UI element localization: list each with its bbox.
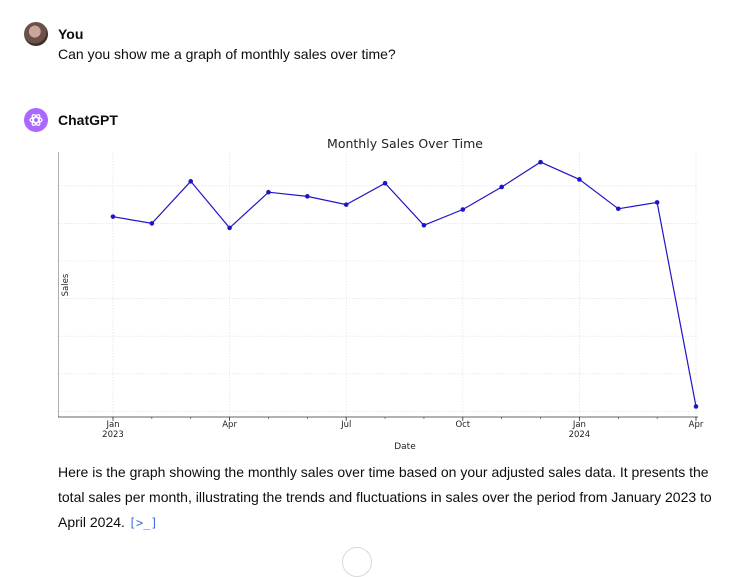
data-point <box>421 222 427 228</box>
assistant-response-text: Here is the graph showing the monthly sa… <box>58 460 718 536</box>
assistant-author-name: ChatGPT <box>58 112 118 128</box>
data-point <box>149 221 155 226</box>
data-point <box>615 206 621 212</box>
data-point <box>382 180 388 186</box>
data-point <box>266 189 271 195</box>
x-tick-label: Apr <box>689 420 704 430</box>
data-point <box>577 177 582 182</box>
sales-series <box>110 159 699 409</box>
x-axis-label: Date <box>394 442 416 452</box>
data-point <box>538 159 543 165</box>
scroll-down-button[interactable] <box>342 547 372 577</box>
user-avatar <box>24 22 48 46</box>
data-point <box>188 179 194 184</box>
chatgpt-logo-icon <box>24 108 48 132</box>
data-point <box>499 184 504 190</box>
x-tick-label: Jul <box>340 420 351 430</box>
data-point <box>305 194 310 199</box>
chart-axes <box>58 152 698 418</box>
user-message-text: Can you show me a graph of monthly sales… <box>58 46 396 62</box>
user-message-header: You <box>24 22 83 46</box>
x-tick-label: Apr <box>222 420 237 430</box>
x-tick-label: Jan <box>572 420 586 430</box>
x-tick-sublabel: 2023 <box>102 430 124 440</box>
data-point <box>693 404 699 409</box>
assistant-response-body: Here is the graph showing the monthly sa… <box>58 464 712 530</box>
data-point <box>110 214 116 219</box>
data-point <box>227 225 232 231</box>
x-tick-label: Oct <box>455 420 470 430</box>
code-interpreter-icon[interactable]: [>_] <box>128 516 158 530</box>
assistant-message-header: ChatGPT <box>24 108 118 132</box>
chart-grid <box>58 152 698 417</box>
x-tick-label: Jan <box>105 420 119 430</box>
chart-title: Monthly Sales Over Time <box>327 136 483 151</box>
data-point <box>460 207 466 212</box>
sales-line <box>112 161 697 407</box>
data-point <box>343 202 349 207</box>
data-point <box>654 200 660 205</box>
y-axis-label: Sales <box>61 273 71 296</box>
x-tick-sublabel: 2024 <box>569 430 591 440</box>
sales-line-chart: Monthly Sales Over Time 1000002000003000… <box>58 136 704 452</box>
user-author-name: You <box>58 26 84 42</box>
